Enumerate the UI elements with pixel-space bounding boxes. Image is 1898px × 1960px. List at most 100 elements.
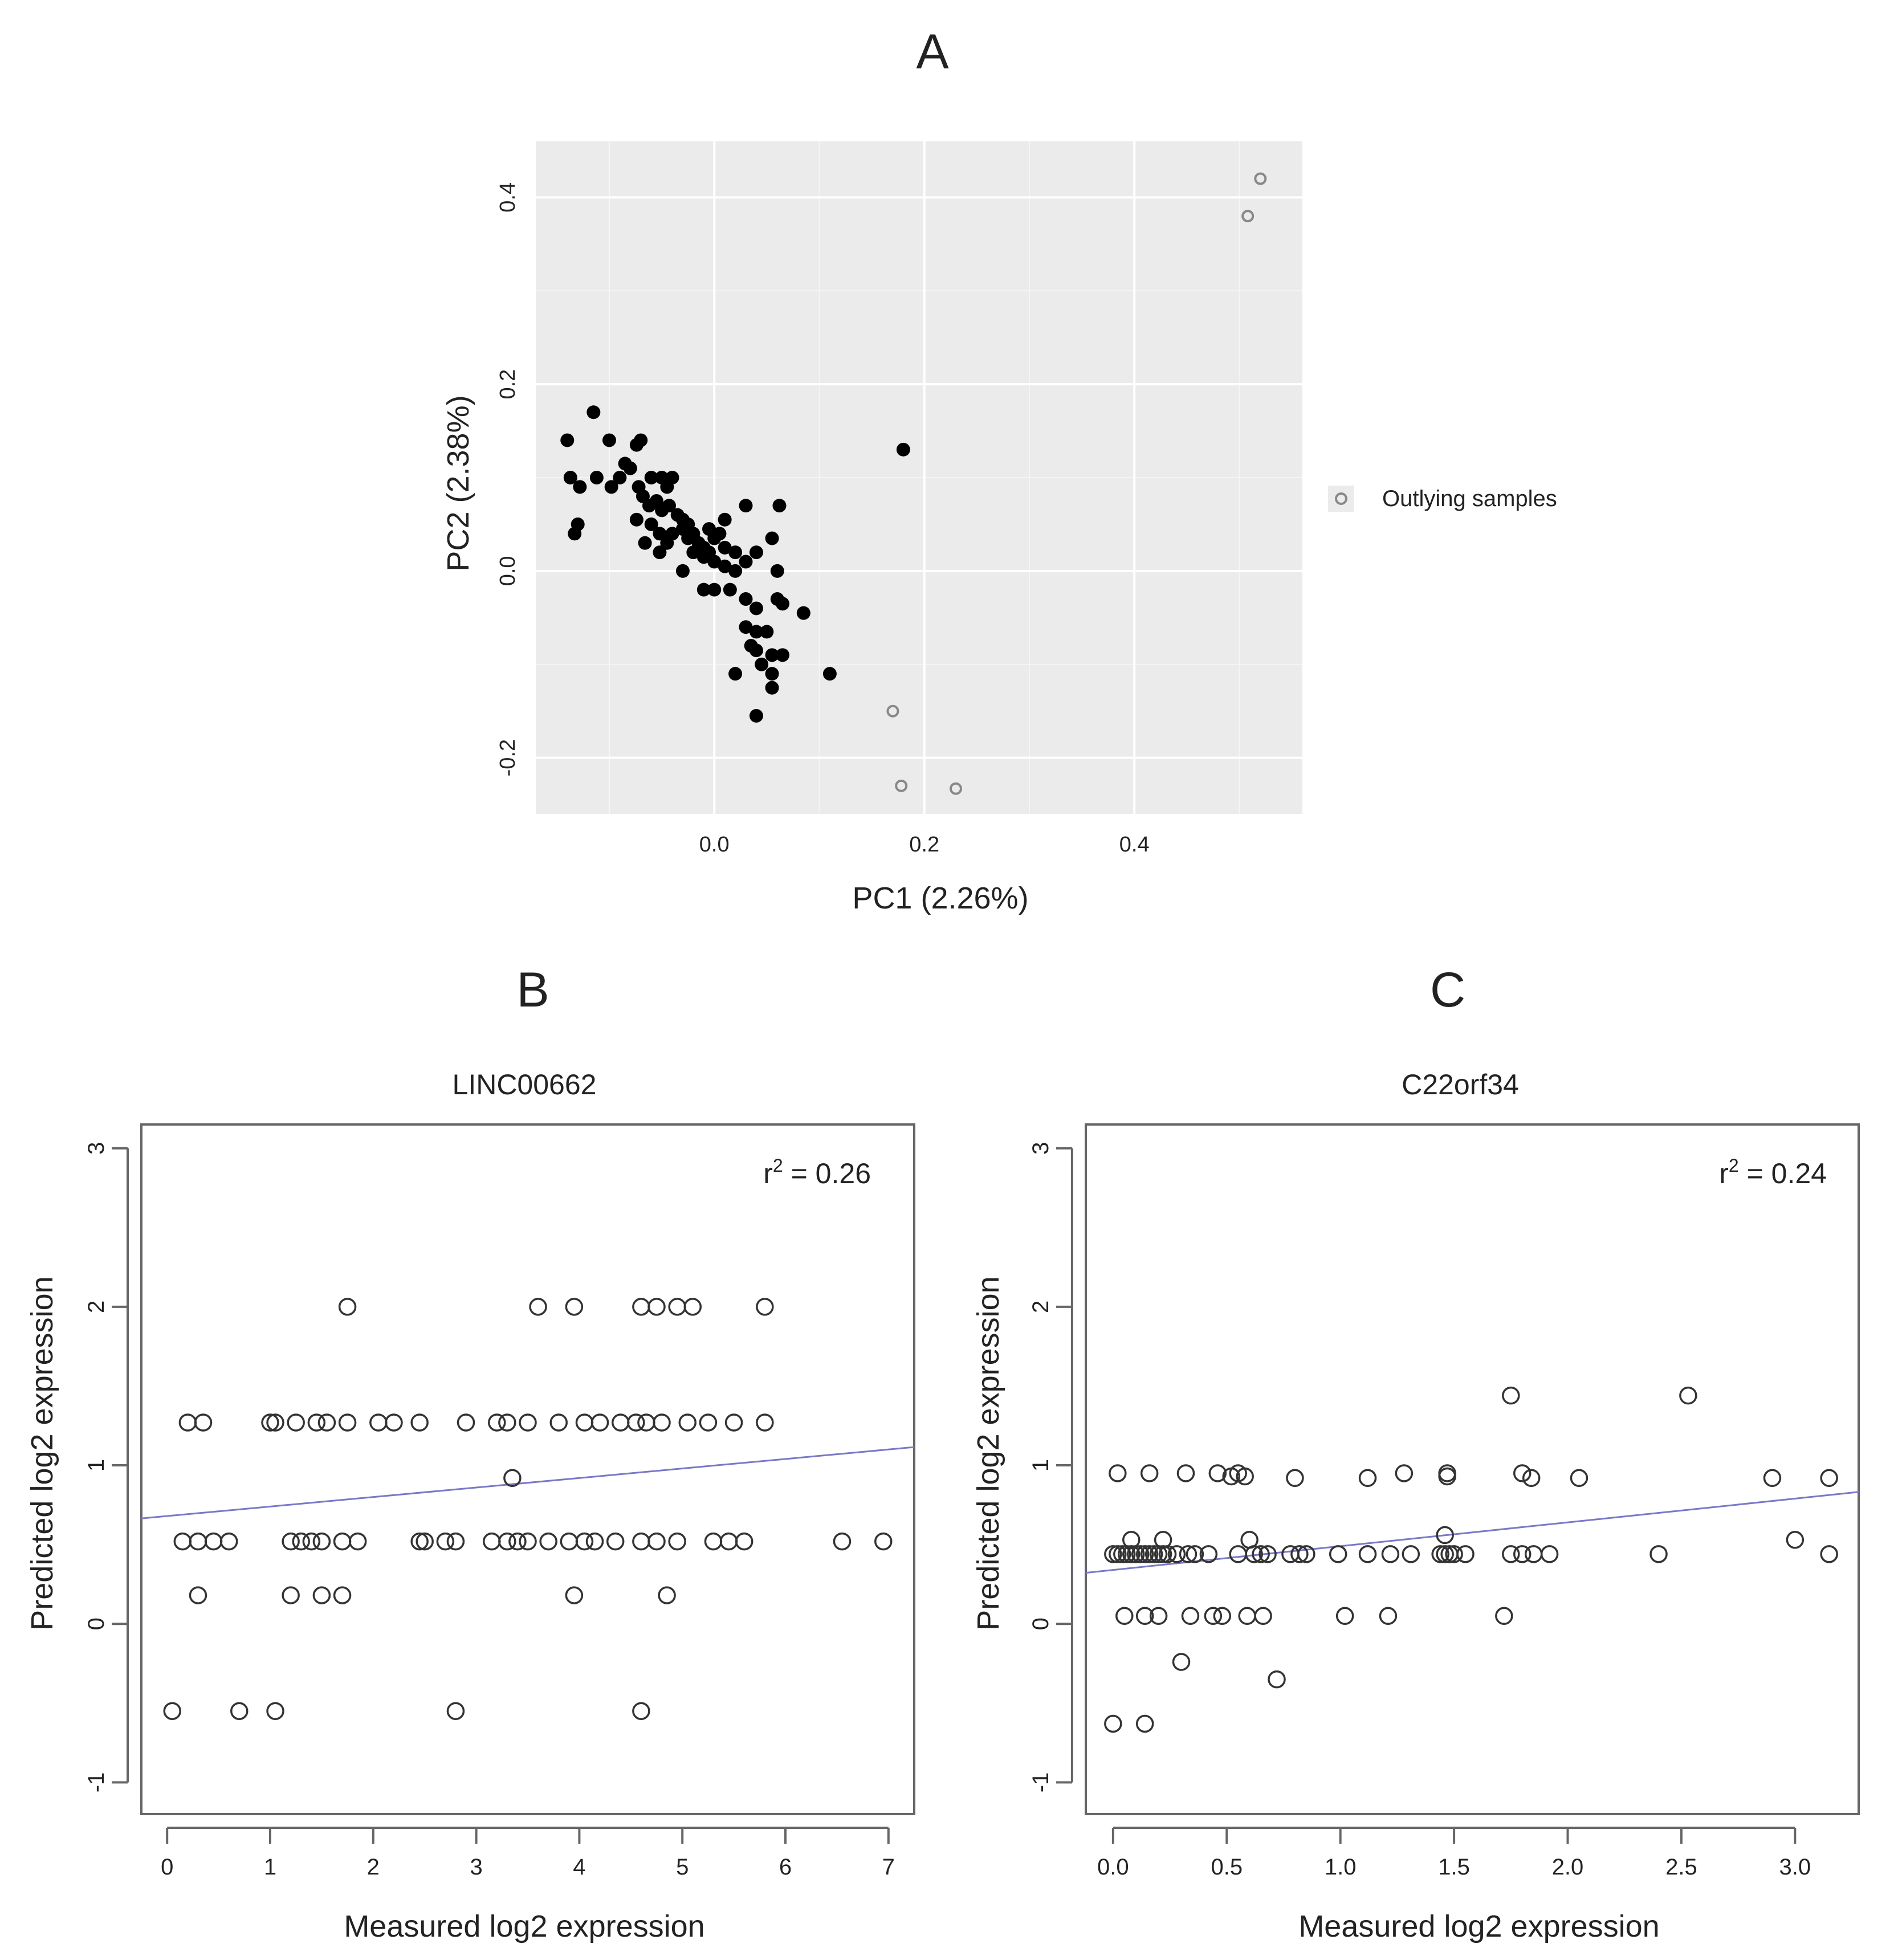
linc00662-data-point: [317, 1413, 336, 1432]
c22orf34-data-point: [1122, 1545, 1141, 1563]
c22orf34-data-point: [1513, 1545, 1532, 1563]
pca-sample-point: [563, 471, 577, 484]
c22orf34-data-point: [1436, 1526, 1454, 1545]
pca-outlier-point: [949, 782, 962, 795]
pca-sample-point: [653, 527, 667, 541]
pca-x-tick-label: 0.4: [1119, 833, 1150, 857]
pca-outlier-point: [1254, 172, 1267, 185]
pca-sample-point: [681, 531, 695, 545]
pca-outlier-point: [895, 779, 908, 792]
pca-sample-point: [749, 643, 763, 658]
c22orf34-y-tick-label: 3: [1028, 1142, 1053, 1155]
linc00662-data-point: [585, 1532, 604, 1551]
c22orf34-data-point: [1115, 1607, 1134, 1625]
c22orf34-data-point: [1204, 1607, 1223, 1625]
linc00662-data-point: [498, 1413, 516, 1432]
linc00662-data-point: [683, 1298, 702, 1316]
linc00662-data-point: [647, 1532, 666, 1551]
linc00662-data-point: [503, 1469, 522, 1488]
c22orf34-y-tick-label: 0: [1028, 1617, 1053, 1630]
linc00662-r-value: = 0.26: [783, 1158, 871, 1189]
linc00662-data-point: [668, 1532, 686, 1551]
pca-sample-point: [739, 592, 753, 606]
pca-outlier-point: [1241, 210, 1255, 223]
linc00662-fit-line: [141, 1446, 915, 1519]
c22orf34-data-point: [1109, 1545, 1127, 1563]
linc00662-data-point: [261, 1413, 279, 1432]
pca-sample-point: [718, 559, 732, 573]
linc00662-y-tick-label: 0: [84, 1617, 109, 1630]
pca-sample-point: [707, 582, 722, 597]
panel-label-c: C: [1430, 963, 1465, 1017]
c22orf34-data-point: [1820, 1545, 1838, 1563]
pca-sample-point: [765, 667, 779, 681]
c22orf34-data-point: [1290, 1545, 1309, 1563]
linc00662-y-tick-label: 2: [84, 1301, 109, 1313]
c22orf34-data-point: [1502, 1386, 1520, 1405]
linc00662-data-point: [519, 1532, 537, 1551]
linc00662-r-symbol: r: [763, 1158, 773, 1189]
pca-sample-point: [749, 708, 763, 723]
linc00662-data-point: [266, 1702, 284, 1720]
c22orf34-data-point: [1329, 1545, 1347, 1563]
linc00662-data-point: [498, 1532, 516, 1551]
pca-sample-point: [739, 555, 753, 569]
c22orf34-x-tick-label: 1.0: [1325, 1855, 1357, 1880]
c22orf34-x-tick-label: 2.0: [1552, 1855, 1584, 1880]
pca-sample-point: [749, 625, 763, 639]
c22orf34-y-tick-label: 1: [1028, 1459, 1053, 1472]
pca-y-axis-label: PC2 (2.38%): [441, 395, 475, 571]
c22orf34-data-point: [1213, 1607, 1232, 1625]
pca-y-tick-label: 0.4: [496, 182, 520, 213]
linc00662-x-tick-label: 5: [676, 1855, 689, 1880]
c22orf34-data-point: [1438, 1467, 1456, 1486]
pca-sample-point: [755, 657, 769, 671]
linc00662-data-point: [189, 1586, 207, 1604]
c22orf34-data-point: [1540, 1545, 1559, 1563]
linc00662-x-tick-label: 2: [367, 1855, 380, 1880]
pca-sample-point: [775, 597, 789, 611]
linc00662-data-point: [647, 1298, 666, 1316]
pca-sample-point: [589, 471, 604, 484]
pca-sample-point: [644, 471, 658, 484]
linc00662-data-point: [539, 1532, 557, 1551]
linc00662-x-axis-label: Measured log2 expression: [344, 1909, 704, 1943]
linc00662-y-tick-label: -1: [84, 1772, 109, 1793]
pca-sample-point: [765, 681, 779, 695]
pca-legend-label: Outlying samples: [1382, 486, 1557, 511]
pca-sample-point: [665, 471, 679, 484]
linc00662-data-point: [287, 1413, 305, 1432]
pca-sample-point: [602, 433, 616, 447]
pca-legend: Outlying samples: [1328, 486, 1557, 512]
c22orf34-data-point: [1786, 1531, 1805, 1549]
linc00662-data-point: [457, 1413, 475, 1432]
linc00662-x-tick-label: 1: [264, 1855, 276, 1880]
pca-x-tick-label: 0.2: [909, 833, 939, 857]
c22orf34-data-point: [1445, 1545, 1463, 1563]
c22orf34-data-point: [1254, 1607, 1272, 1625]
c22orf34-data-point: [1402, 1545, 1420, 1563]
pca-sample-point: [604, 480, 618, 494]
linc00662-data-point: [416, 1532, 434, 1551]
linc00662-r-squared: r2 = 0.26: [763, 1155, 871, 1189]
c22orf34-data-point: [1122, 1531, 1141, 1549]
linc00662-data-point: [756, 1298, 774, 1316]
pca-sample-point: [675, 564, 690, 578]
linc00662-data-point: [606, 1532, 625, 1551]
c22orf34-data-point: [1379, 1607, 1398, 1625]
c22orf34-data-point: [1186, 1545, 1204, 1563]
linc00662-data-point: [446, 1702, 465, 1720]
pca-sample-point: [775, 648, 789, 662]
linc00662-data-point: [565, 1586, 584, 1604]
linc00662-x-tick-label: 7: [882, 1855, 895, 1880]
linc00662-data-point: [348, 1532, 367, 1551]
c22orf34-x-tick-label: 3.0: [1779, 1855, 1811, 1880]
pca-sample-point: [629, 512, 643, 527]
c22orf34-data-point: [1286, 1469, 1304, 1488]
c22orf34-x-tick-label: 2.5: [1665, 1855, 1697, 1880]
linc00662-data-point: [575, 1532, 594, 1551]
linc00662-data-point: [333, 1586, 352, 1604]
pca-sample-point: [568, 527, 582, 541]
c22orf34-data-point: [1179, 1545, 1198, 1563]
linc00662-data-point: [436, 1532, 455, 1551]
